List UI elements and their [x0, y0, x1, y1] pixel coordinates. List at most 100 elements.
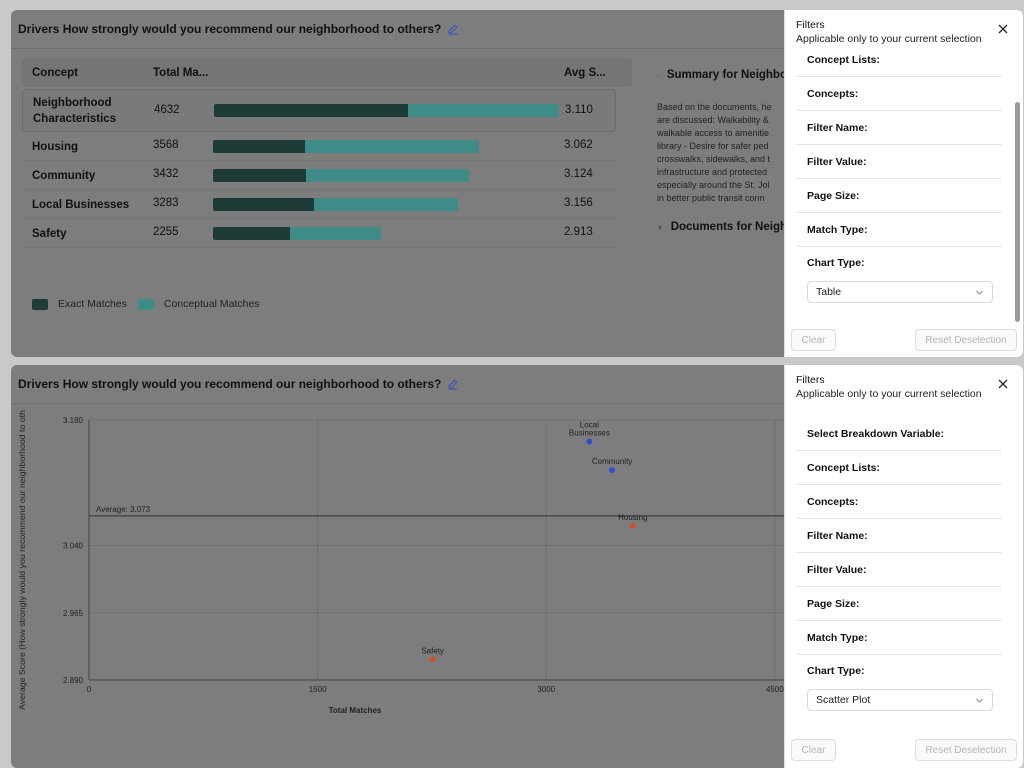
x-tick-label: 0 [87, 685, 92, 694]
exact-segment [213, 227, 290, 240]
row-concept: Local Businesses [32, 199, 130, 211]
table-row[interactable]: Neighborhood Characteristics 4632 3.110 [22, 89, 616, 132]
documents-toggle[interactable]: Documents for Neigh [657, 221, 787, 233]
filter-filter-name[interactable]: Filter Name: [796, 111, 1002, 145]
clear-button[interactable]: Clear [791, 329, 836, 351]
filters-subtitle: Applicable only to your current selectio… [796, 33, 982, 45]
reset-deselection-button[interactable]: Reset Deselection [915, 329, 1017, 351]
y-tick-label: 3.180 [63, 416, 84, 425]
chart-type-select[interactable]: Table [807, 281, 993, 303]
edit-pencil-icon[interactable] [447, 23, 459, 35]
filter-filter-value[interactable]: Filter Value: [796, 553, 1002, 587]
summary-line: infrastructure and protected [657, 167, 768, 177]
col-concept[interactable]: Concept [32, 67, 78, 79]
y-tick-label: 2.965 [63, 609, 84, 618]
conceptual-segment [305, 140, 479, 153]
matches-bar[interactable] [213, 227, 381, 240]
filter-filter-value[interactable]: Filter Value: [796, 145, 1002, 179]
chart-type-select[interactable]: Scatter Plot [807, 689, 993, 711]
x-tick-label: 3000 [537, 685, 555, 694]
scatter-point[interactable] [429, 656, 436, 663]
filters-panel: Filters Applicable only to your current … [784, 365, 1023, 768]
row-total: 3568 [153, 139, 179, 151]
matches-bar[interactable] [213, 140, 479, 153]
row-concept-line2: Characteristics [33, 113, 117, 125]
point-label: Safety [421, 646, 444, 655]
row-avg: 2.913 [564, 226, 593, 238]
row-total: 3283 [153, 197, 179, 209]
point-label: Housing [618, 513, 647, 522]
legend-label-conceptual: Conceptual Matches [163, 298, 260, 310]
close-icon[interactable] [997, 22, 1009, 34]
point-label: Local [580, 421, 599, 430]
row-total: 3432 [153, 168, 179, 180]
reset-deselection-button[interactable]: Reset Deselection [915, 739, 1017, 761]
close-icon[interactable] [997, 377, 1009, 389]
edit-pencil-icon[interactable] [447, 378, 459, 390]
summary-toggle[interactable]: Summary for Neighbo [657, 69, 787, 81]
filters-list: Select Breakdown Variable: Concept Lists… [796, 417, 1002, 717]
table-row[interactable]: Safety 2255 2.913 [22, 219, 616, 248]
filter-breakdown-variable[interactable]: Select Breakdown Variable: [796, 417, 1002, 451]
matches-bar[interactable] [213, 169, 469, 182]
col-total-matches[interactable]: Total Ma... [153, 67, 209, 79]
summary-line: library - Desire for safer ped [657, 141, 769, 151]
row-concept: Safety [32, 228, 67, 240]
filter-match-type[interactable]: Match Type: [796, 213, 1002, 247]
matches-bar[interactable] [213, 198, 458, 211]
chevron-down-icon [976, 290, 983, 295]
filter-match-type[interactable]: Match Type: [796, 621, 1002, 655]
summary-line: crosswalks, sidewalks, and t [657, 154, 771, 164]
chart-type-value: Table [816, 286, 842, 298]
filter-chart-type: Chart Type: [807, 665, 865, 677]
row-concept: Housing [32, 141, 78, 153]
drivers-scatter-card: Drivers How strongly would you recommend… [11, 365, 1023, 768]
filter-concepts[interactable]: Concepts: [796, 485, 1002, 519]
scrollbar[interactable] [1015, 102, 1020, 322]
scatter-point[interactable] [629, 522, 636, 529]
x-tick-label: 4500 [766, 685, 784, 694]
point-label: Community [592, 457, 632, 466]
drivers-table: Concept Total Ma... Avg S... Neighborhoo… [22, 58, 632, 248]
filter-concept-lists[interactable]: Concept Lists: [796, 451, 1002, 485]
chart-type-value: Scatter Plot [816, 694, 871, 706]
card-title: Drivers How strongly would you recommend… [18, 22, 459, 36]
legend-swatch-conceptual [137, 298, 154, 310]
y-tick-label: 3.040 [63, 542, 84, 551]
chevron-down-icon [657, 74, 660, 76]
filter-page-size[interactable]: Page Size: [796, 179, 1002, 213]
scatter-chart: 0 1500 3000 4500 3.180 3.040 2.965 2.890 LocalB… [18, 410, 784, 715]
table-row[interactable]: Local Businesses 3283 3.156 [22, 190, 616, 219]
scatter-point[interactable] [586, 438, 593, 445]
card-title-text: Drivers How strongly would you recommend… [18, 22, 442, 36]
filter-concept-lists[interactable]: Concept Lists: [796, 43, 1002, 77]
filter-filter-name[interactable]: Filter Name: [796, 519, 1002, 553]
exact-segment [213, 140, 306, 153]
conceptual-segment [313, 198, 458, 211]
summary-line: are discussed: Walkability & [657, 115, 769, 125]
col-avg-score[interactable]: Avg S... [564, 67, 606, 79]
filter-page-size[interactable]: Page Size: [796, 587, 1002, 621]
title-divider [11, 48, 1023, 49]
table-row[interactable]: Community 3432 3.124 [22, 161, 616, 190]
chevron-right-icon [658, 224, 662, 230]
scatter-point[interactable] [609, 467, 616, 474]
row-total: 2255 [153, 226, 179, 238]
summary-heading: Summary for Neighbo [666, 69, 787, 81]
filters-title: Filters [796, 374, 825, 386]
exact-segment [213, 198, 314, 211]
y-axis-title: Average Score (How strongly would you re… [18, 410, 27, 710]
filters-title: Filters [796, 19, 825, 31]
card-title: Drivers How strongly would you recommend… [18, 377, 459, 391]
y-tick-label: 2.890 [63, 676, 84, 685]
clear-button[interactable]: Clear [791, 739, 836, 761]
table-row[interactable]: Housing 3568 3.062 [22, 132, 616, 161]
summary-section: Summary for Neighbo Based on the documen… [657, 69, 787, 233]
filters-list: Concept Lists: Concepts: Filter Name: Fi… [796, 43, 1002, 323]
conceptual-segment [407, 104, 559, 117]
average-label: Average: 3.073 [96, 505, 151, 514]
row-avg: 3.110 [565, 104, 593, 116]
row-concept-line1: Neighborhood [33, 97, 112, 109]
matches-bar[interactable] [214, 104, 559, 117]
filter-concepts[interactable]: Concepts: [796, 77, 1002, 111]
